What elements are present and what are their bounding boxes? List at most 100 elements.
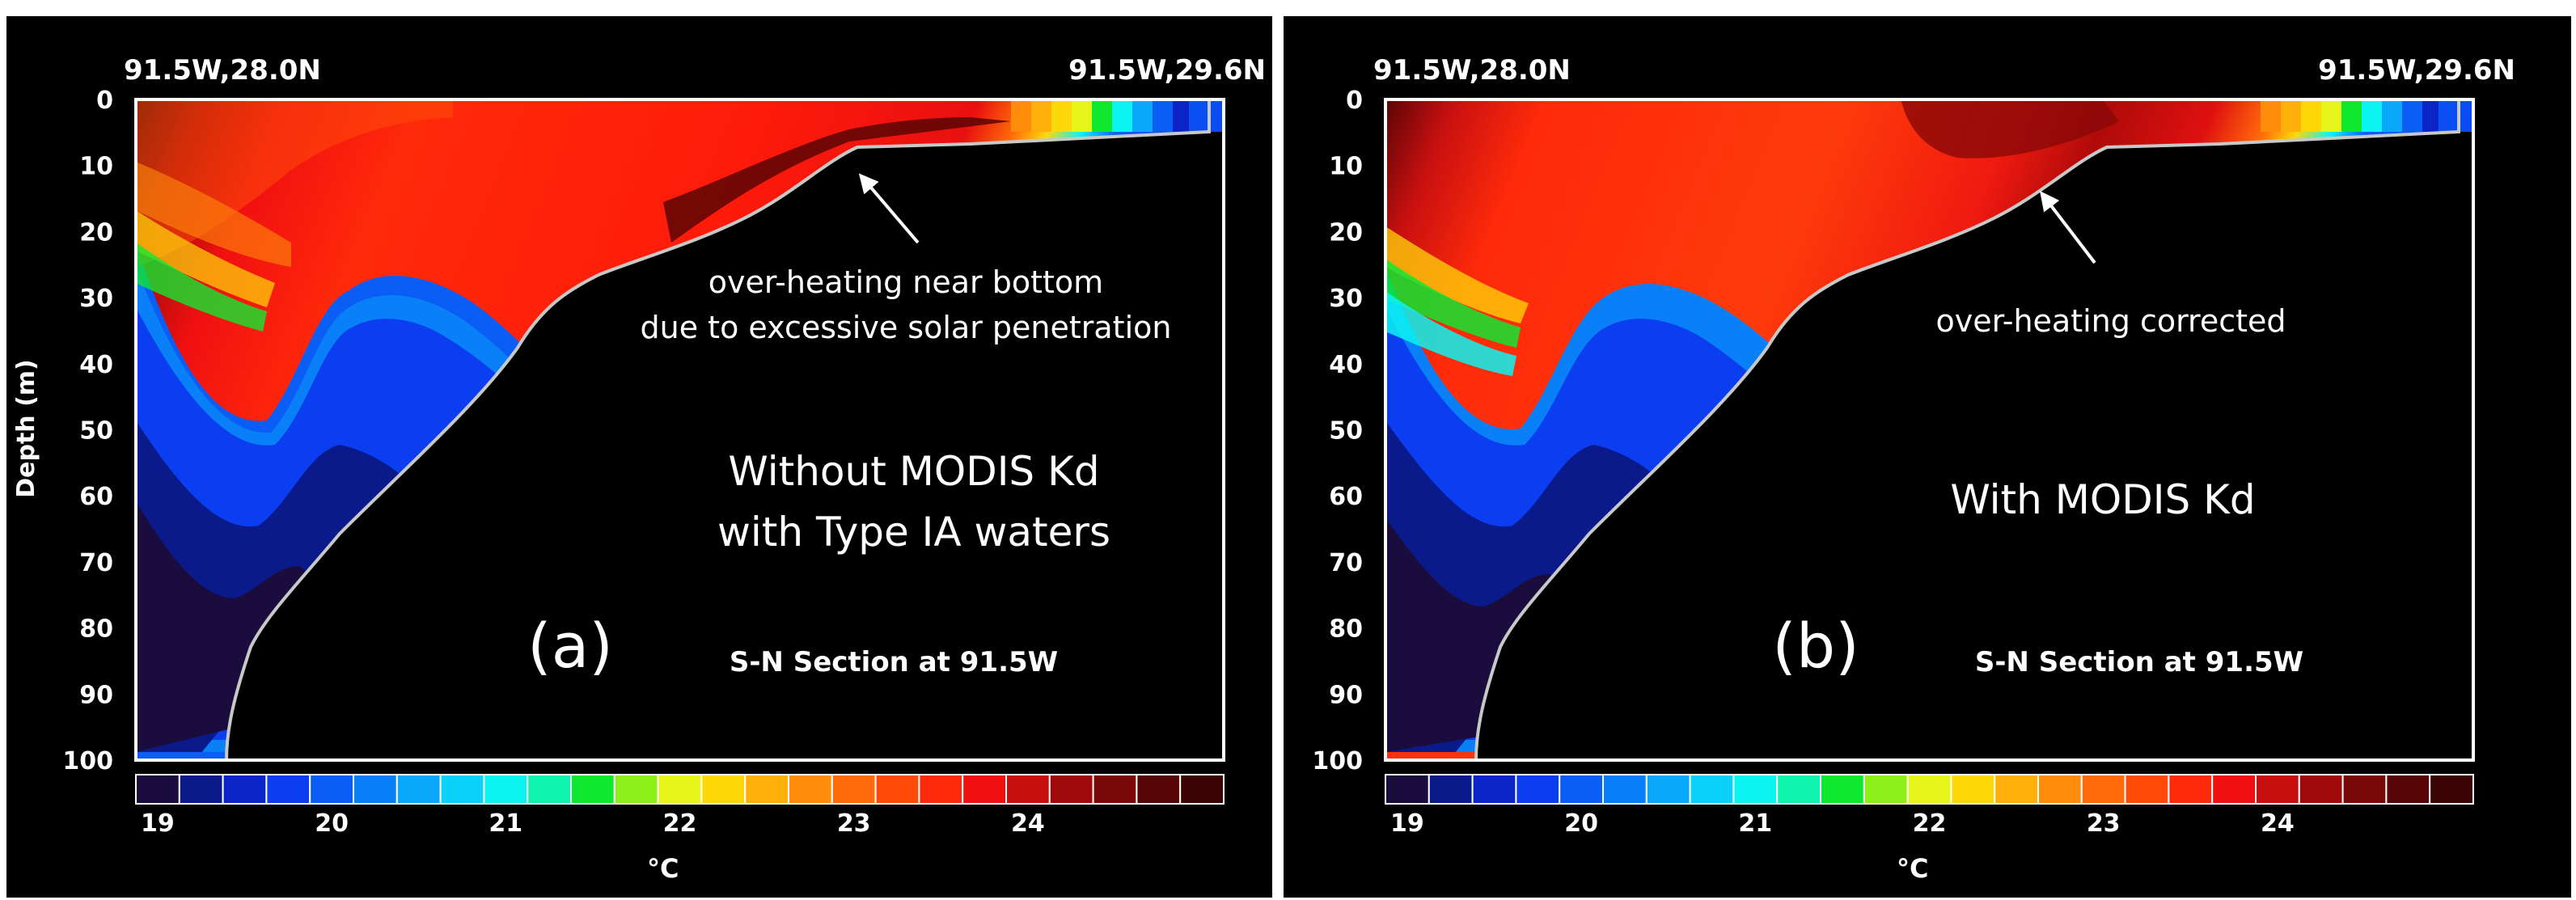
y-tick-label: 100: [1312, 747, 1363, 775]
annotation-line-1: over-heating near bottom: [709, 264, 1103, 300]
colorbar: 19 20 21 22 23 24 °C: [135, 774, 1225, 884]
y-tick-label: 40: [79, 351, 113, 379]
y-axis-label: Depth (m): [12, 359, 40, 498]
corner-left-label: 91.5W,28.0N: [124, 54, 321, 87]
colorbar-swatch: [265, 774, 311, 805]
case-label-line-1: Without MODIS Kd: [728, 448, 1099, 495]
temperature-field: [136, 99, 1224, 761]
colorbar-tick-labels: 19 20 21 22 23 24: [141, 809, 1045, 838]
case-label: With MODIS Kd: [1950, 476, 2255, 523]
corner-left-label: 91.5W,28.0N: [1373, 54, 1571, 87]
y-axis: Depth (m) 0 10 20 30 40 50 60 70 80 90 100: [12, 87, 113, 775]
colorbar-swatches: [135, 774, 1225, 805]
colorbar-swatch: [1136, 774, 1182, 805]
colorbar-swatches: [1385, 774, 2474, 805]
case-label-line-1: With MODIS Kd: [1950, 476, 2255, 523]
case-label-line-2: with Type IA waters: [717, 509, 1110, 556]
colorbar-swatch: [700, 774, 747, 805]
y-tick-label: 0: [96, 87, 113, 115]
section-label: S-N Section at 91.5W: [1975, 646, 2303, 678]
colorbar-tick-label: 22: [663, 809, 697, 838]
colorbar-swatch: [353, 774, 398, 805]
colorbar-tick-label: 19: [141, 809, 175, 838]
colorbar-swatch: [2255, 774, 2300, 805]
annotation-arrow: [2040, 191, 2096, 264]
y-tick-label: 0: [1346, 87, 1363, 115]
colorbar-swatch: [613, 774, 659, 805]
colorbar-swatch: [222, 774, 268, 805]
colorbar-swatch: [135, 774, 180, 805]
overheating-annotation: over-heating near bottom due to excessiv…: [641, 173, 1172, 345]
corner-right-label: 91.5W,29.6N: [1068, 54, 1266, 87]
colorbar-swatch: [570, 774, 615, 805]
colorbar-tick-label: 22: [1913, 809, 1947, 838]
y-tick-label: 10: [1329, 153, 1363, 181]
y-tick-label: 70: [1329, 549, 1363, 577]
temperature-field: [1385, 99, 2473, 761]
corner-right-label: 91.5W,29.6N: [2318, 54, 2515, 87]
colorbar-swatch: [527, 774, 573, 805]
colorbar-swatch: [2124, 774, 2170, 805]
colorbar-swatch: [1820, 774, 1865, 805]
annotation-line-2: due to excessive solar penetration: [641, 310, 1172, 345]
panel-label: (a): [527, 610, 613, 682]
colorbar-tick-label: 19: [1390, 809, 1424, 838]
colorbar-swatch: [2211, 774, 2257, 805]
colorbar-swatch: [831, 774, 877, 805]
colorbar-swatch: [2298, 774, 2344, 805]
colorbar-swatch: [1645, 774, 1691, 805]
colorbar-swatch: [1471, 774, 1517, 805]
colorbar-tick-labels: 19 20 21 22 23 24: [1390, 809, 2295, 838]
colorbar-swatch: [874, 774, 920, 805]
colorbar-swatch: [1994, 774, 2039, 805]
y-tick-label: 60: [79, 483, 113, 511]
colorbar-swatch: [1428, 774, 1474, 805]
y-tick-labels: 0 10 20 30 40 50 60 70 80 90 100: [1312, 87, 1363, 775]
colorbar-tick-label: 21: [1738, 809, 1772, 838]
colorbar-swatch: [962, 774, 1007, 805]
plot-frame: [134, 98, 1225, 762]
colorbar-swatch: [309, 774, 355, 805]
colorbar-swatch: [1950, 774, 1996, 805]
y-axis: 0 10 20 30 40 50 60 70 80 90 100: [1312, 87, 1363, 775]
colorbar-swatch: [2168, 774, 2214, 805]
colorbar-tick-label: 23: [2087, 809, 2121, 838]
colorbar-swatch: [657, 774, 703, 805]
y-tick-label: 40: [1329, 351, 1363, 379]
colorbar: 19 20 21 22 23 24 °C: [1385, 774, 2474, 884]
colorbar-tick-label: 20: [315, 809, 349, 838]
y-tick-label: 90: [1329, 681, 1363, 709]
y-tick-label: 100: [62, 747, 113, 775]
panel-a: 91.5W,28.0N 91.5W,29.6N: [6, 16, 1272, 898]
colorbar-tick-label: 20: [1564, 809, 1598, 838]
panel-b: 91.5W,28.0N 91.5W,29.6N: [1284, 16, 2571, 898]
case-label: Without MODIS Kd with Type IA waters: [717, 448, 1110, 556]
colorbar-swatch: [2341, 774, 2388, 805]
y-tick-label: 50: [1329, 417, 1363, 446]
annotation-line-1: over-heating corrected: [1935, 303, 2286, 339]
colorbar-swatch: [918, 774, 964, 805]
y-tick-label: 30: [1329, 285, 1363, 313]
y-tick-label: 50: [79, 417, 113, 446]
y-tick-label: 90: [79, 681, 113, 709]
colorbar-swatch: [1092, 774, 1138, 805]
colorbar-swatch: [1776, 774, 1821, 805]
y-tick-label: 20: [79, 218, 113, 247]
colorbar-swatch: [2080, 774, 2126, 805]
y-tick-label: 70: [79, 549, 113, 577]
y-tick-label: 10: [79, 153, 113, 181]
colorbar-swatch: [1559, 774, 1604, 805]
y-tick-labels: 0 10 20 30 40 50 60 70 80 90 100: [62, 87, 113, 775]
colorbar-swatch: [178, 774, 224, 805]
y-tick-label: 20: [1329, 218, 1363, 247]
colorbar-tick-label: 24: [2261, 809, 2295, 838]
y-tick-label: 80: [79, 615, 113, 644]
colorbar-tick-label: 24: [1011, 809, 1045, 838]
colorbar-swatch: [1863, 774, 1909, 805]
colorbar-swatch: [1179, 774, 1225, 805]
plot-frame: [1384, 98, 2475, 762]
overheating-annotation: over-heating corrected: [1935, 191, 2286, 339]
colorbar-swatch: [1515, 774, 1561, 805]
colorbar-tick-label: 23: [837, 809, 871, 838]
